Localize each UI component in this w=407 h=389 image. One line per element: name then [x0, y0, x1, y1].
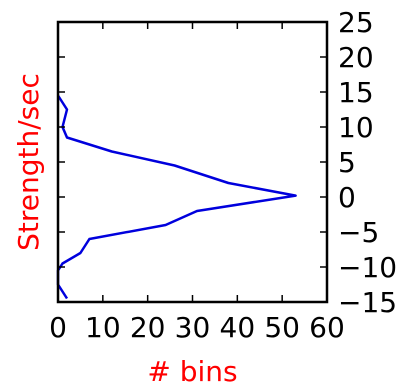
- y-tick-label: 5: [338, 146, 356, 179]
- y-axis-title: Strength/sec: [12, 73, 45, 251]
- x-tick-label: 40: [220, 311, 256, 344]
- y-tick-label: −15: [338, 286, 397, 319]
- x-tick-label: 30: [175, 311, 211, 344]
- series-line-0: [56, 94, 297, 300]
- x-axis-title: # bins: [147, 355, 237, 388]
- y-tick-label: 0: [338, 181, 356, 214]
- y-tick-label: −10: [338, 251, 397, 284]
- x-tick-label: 60: [309, 311, 345, 344]
- x-tick-label: 20: [130, 311, 166, 344]
- y-tick-label: 10: [338, 111, 374, 144]
- y-tick-label: 20: [338, 41, 374, 74]
- y-tick-label: 15: [338, 76, 374, 109]
- x-tick-label: 50: [264, 311, 300, 344]
- x-tick-label: 0: [49, 311, 67, 344]
- x-tick-label: 10: [85, 311, 121, 344]
- y-tick-label: 25: [338, 6, 374, 39]
- plot-frame: [56, 20, 329, 304]
- x-axis-ticks: 0 10 20 30 40 50 60: [49, 22, 345, 344]
- plot-area: [56, 20, 329, 304]
- y-tick-label: −5: [338, 216, 379, 249]
